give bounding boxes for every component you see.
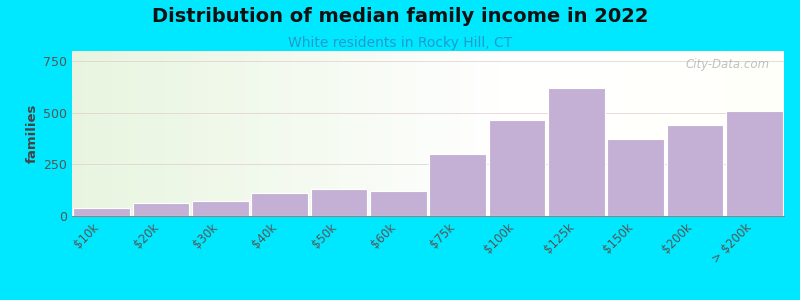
Bar [133,202,189,216]
Bar [548,88,605,216]
Text: Distribution of median family income in 2022: Distribution of median family income in … [152,8,648,26]
Bar [430,154,486,216]
Bar [192,200,249,216]
Bar [311,189,367,216]
Bar [726,111,782,216]
Y-axis label: families: families [26,104,39,163]
Bar [489,120,545,216]
Bar [370,191,426,216]
Bar [74,208,130,216]
Text: City-Data.com: City-Data.com [686,58,770,70]
Bar [667,125,723,216]
Bar [607,139,664,216]
Bar [251,193,308,216]
Text: White residents in Rocky Hill, CT: White residents in Rocky Hill, CT [288,36,512,50]
